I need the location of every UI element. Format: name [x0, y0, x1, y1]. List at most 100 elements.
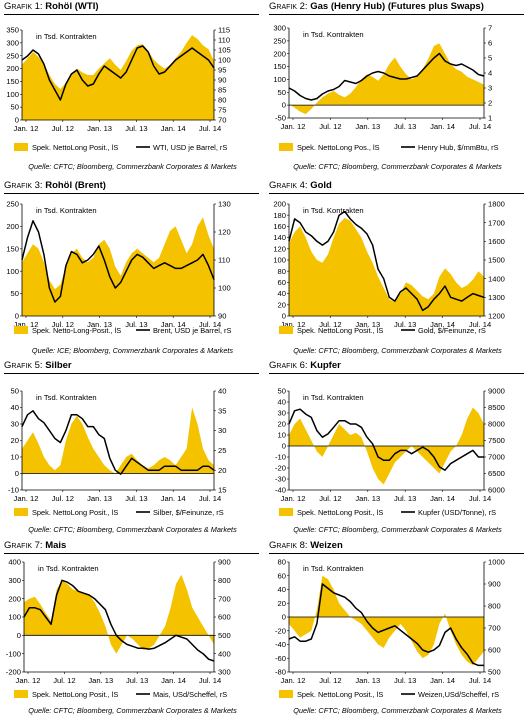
left-tick-label: 250 [6, 51, 19, 60]
panel-title: Grafik 3: Rohöl (Brent) [4, 180, 106, 191]
left-tick-label: 0 [282, 613, 286, 622]
legend-swatch-area [14, 143, 28, 151]
left-tick-label: -10 [275, 453, 286, 462]
x-tick-label: Jul. 13 [394, 320, 416, 329]
unit-label: in Tsd. Kontrakten [36, 206, 97, 215]
right-tick-label: 900 [218, 558, 231, 567]
left-tick-label: 200 [273, 49, 286, 58]
x-tick-label: Jul. 12 [52, 124, 74, 133]
chart-svg: -80 -60 -40 -20 0 20 40 60 80 500 600 700 800 900 1000… [275, 558, 505, 699]
left-tick-label: 40 [11, 403, 19, 412]
left-tick-label: 60 [278, 571, 286, 580]
left-tick-label: 160 [273, 222, 286, 231]
right-tick-label: 7 [488, 24, 492, 33]
left-tick-label: 80 [278, 267, 286, 276]
right-tick-label: 9000 [488, 387, 505, 396]
chart-svg: 0501001502002503003507075808590951001051… [6, 26, 231, 152]
right-tick-label: 700 [218, 594, 231, 603]
line-series-price [21, 220, 215, 303]
source-note: Quelle: CFTC; Bloomberg, Commerzbank Cor… [28, 162, 237, 171]
x-tick-label: Jul. 12 [319, 676, 341, 685]
source-note: Quelle: CFTC; Bloomberg, Commerzbank Cor… [293, 162, 502, 171]
area-series-netto-long [289, 575, 484, 666]
left-tick-label: 250 [273, 36, 286, 45]
right-tick-label: 600 [488, 646, 501, 655]
right-tick-label: 7000 [488, 453, 505, 462]
right-tick-label: 105 [218, 46, 231, 55]
left-tick-label: 20 [11, 436, 19, 445]
left-tick-label: -80 [275, 668, 286, 677]
right-tick-label: 900 [488, 580, 501, 589]
chart-svg: -200 -100 0 100 200 300 400 300 400 500 600 700 800 9… [6, 558, 231, 699]
left-tick-label: 80 [278, 558, 286, 567]
area-series-netto-long [22, 407, 214, 474]
title-rule [269, 373, 524, 374]
panel-title: Grafik 4: Gold [269, 180, 332, 191]
legend-swatch-area [279, 143, 293, 151]
right-tick-label: 100 [218, 284, 231, 293]
title-rule [269, 553, 524, 554]
legend-label-area: Spek. NettoLong Posit., lS [32, 508, 118, 517]
legend-swatch-area [279, 508, 293, 516]
x-tick-label: Jul. 13 [394, 494, 416, 503]
x-tick-label: Jul. 14 [469, 122, 491, 131]
right-tick-label: 25 [218, 446, 226, 455]
right-tick-label: 100 [218, 56, 231, 65]
x-tick-label: Jan. 14 [161, 320, 186, 329]
right-tick-label: 1500 [488, 256, 505, 265]
area-series-netto-long [22, 217, 214, 316]
legend-label-line: Gold, $/Feinunze, rS [418, 326, 486, 335]
panel-title: Grafik 1: Rohöl (WTI) [4, 1, 99, 12]
unit-label: in Tsd. Kontrakten [303, 206, 364, 215]
area-series-netto-long [22, 35, 214, 120]
left-tick-label: 300 [273, 24, 286, 33]
x-tick-label: Jan. 14 [430, 320, 455, 329]
x-tick-label: Jan. 13 [87, 494, 112, 503]
right-tick-label: 500 [488, 668, 501, 677]
legend-label-area: Spek. NettoLong Posit., lS [32, 143, 118, 152]
x-tick-label: Jan. 13 [87, 320, 112, 329]
left-tick-label: 100 [8, 613, 21, 622]
left-tick-label: -100 [6, 649, 21, 658]
x-tick-label: Jan. 14 [430, 494, 455, 503]
right-tick-label: 2 [488, 99, 492, 108]
right-tick-label: 600 [218, 613, 231, 622]
right-tick-label: 15 [218, 486, 226, 495]
line-series-price [288, 408, 484, 471]
left-tick-label: 200 [8, 594, 21, 603]
x-tick-label: Jan. 12 [281, 494, 306, 503]
right-tick-label: 30 [218, 426, 226, 435]
legend-swatch-area [279, 326, 293, 334]
line-series-price [288, 583, 484, 667]
unit-label: in Tsd. Kontrakten [36, 393, 97, 402]
left-tick-label: 60 [278, 278, 286, 287]
panel-title: Grafik 2: Gas (Henry Hub) (Futures plus … [269, 1, 484, 12]
left-tick-label: 50 [11, 387, 19, 396]
legend-label-line: Silber, $/Feinunze, rS [153, 508, 224, 517]
right-tick-label: 20 [218, 466, 226, 475]
legend-swatch-area [279, 690, 293, 698]
x-tick-label: Jan. 14 [161, 676, 186, 685]
title-rule [269, 14, 524, 15]
panel-title: Grafik 6: Kupfer [269, 360, 341, 371]
x-tick-label: Jul. 13 [125, 124, 147, 133]
source-note: Quelle: CFTC; Bloomberg, Commerzbank Cor… [293, 525, 502, 534]
right-tick-label: 70 [218, 116, 226, 125]
left-tick-label: -40 [275, 640, 286, 649]
left-tick-label: 140 [273, 233, 286, 242]
left-tick-label: 40 [278, 398, 286, 407]
x-tick-label: Jan. 12 [281, 676, 306, 685]
x-tick-label: Jul. 13 [394, 676, 416, 685]
right-tick-label: 110 [218, 256, 230, 265]
left-tick-label: -60 [275, 654, 286, 663]
unit-label: in Tsd. Kontrakten [38, 564, 99, 573]
source-note: Quelle: ICE; Bloomberg, Commerzbank Corp… [31, 346, 234, 355]
left-tick-label: 100 [6, 90, 19, 99]
x-tick-label: Jan. 13 [355, 676, 380, 685]
right-tick-label: 500 [218, 631, 231, 640]
left-tick-label: 300 [8, 576, 21, 585]
left-tick-label: 200 [273, 200, 286, 209]
x-tick-label: Jan. 14 [161, 494, 186, 503]
x-tick-label: Jan. 13 [88, 676, 113, 685]
left-tick-label: 40 [278, 289, 286, 298]
